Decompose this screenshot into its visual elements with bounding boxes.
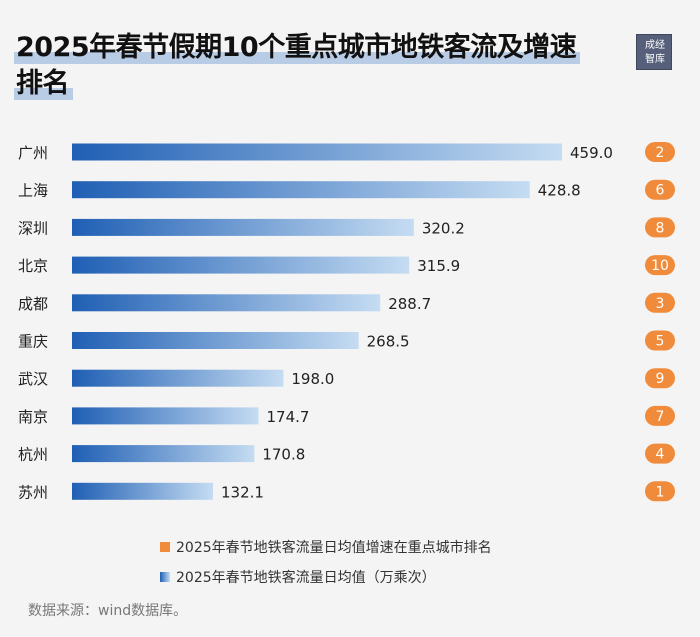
value-label: 459.0 (570, 144, 613, 162)
rank-badge (645, 405, 675, 426)
value-label: 320.2 (422, 219, 465, 237)
bar (72, 407, 259, 425)
value-label: 174.7 (266, 408, 309, 426)
rank-badge (645, 179, 675, 200)
rank-label: 1 (656, 484, 665, 500)
rank-label: 7 (656, 409, 665, 425)
rank-badge (645, 292, 675, 313)
rank-label: 2 (656, 145, 665, 161)
category-label: 深圳 (18, 219, 48, 237)
source-note: 数据来源：wind数据库。 (28, 603, 188, 619)
category-label: 上海 (18, 182, 48, 200)
bar (72, 256, 410, 274)
legend-rank-label: 2025年春节地铁客流量日均值增速在重点城市排名 (176, 540, 492, 556)
title-line-1: 2025年春节假期10个重点城市地铁客流及增速 (14, 30, 581, 66)
value-label: 132.1 (221, 483, 264, 501)
bar (72, 143, 562, 161)
rank-label: 10 (651, 258, 669, 274)
category-label: 苏州 (18, 483, 48, 501)
rank-label: 8 (656, 220, 665, 236)
logo-line-2: 智库 (645, 54, 665, 65)
rank-badge (645, 217, 675, 238)
value-label: 315.9 (417, 257, 460, 275)
bar (72, 294, 381, 312)
legend-rank: 2025年春节地铁客流量日均值增速在重点城市排名 (160, 537, 492, 557)
bar (72, 369, 284, 387)
bar (72, 482, 214, 500)
title-line-2: 排名 (14, 66, 73, 102)
legend-volume: 2025年春节地铁客流量日均值（万乘次） (160, 567, 436, 587)
value-label: 268.5 (367, 333, 410, 351)
rank-label: 4 (656, 447, 665, 463)
category-label: 杭州 (18, 446, 48, 464)
category-label: 北京 (18, 257, 48, 275)
value-label: 428.8 (538, 182, 581, 200)
category-label: 南京 (18, 408, 48, 426)
legend-rank-swatch (160, 542, 170, 552)
bar (72, 218, 414, 236)
value-label: 198.0 (291, 370, 334, 388)
legend-volume-label: 2025年春节地铁客流量日均值（万乘次） (176, 570, 436, 586)
rank-badge (645, 255, 675, 276)
value-label: 170.8 (262, 446, 305, 464)
rank-label: 3 (656, 296, 665, 312)
chart-title: 2025年春节假期10个重点城市地铁客流及增速 排名 (14, 30, 616, 102)
value-label: 288.7 (388, 295, 431, 313)
publisher-logo: 成经 智库 (636, 34, 672, 70)
rank-badge (645, 330, 675, 351)
rank-badge (645, 368, 675, 389)
category-label: 广州 (18, 144, 48, 162)
rank-badge (645, 142, 675, 162)
rank-badge (645, 481, 675, 502)
logo-line-1: 成经 (645, 40, 665, 51)
bar (72, 332, 359, 349)
category-label: 重庆 (18, 333, 48, 351)
legend-volume-swatch (160, 572, 170, 582)
rank-label: 9 (656, 371, 665, 387)
rank-badge (645, 443, 675, 464)
rank-label: 6 (656, 183, 665, 199)
category-label: 武汉 (18, 370, 48, 388)
bar (72, 445, 255, 463)
category-label: 成都 (18, 295, 48, 313)
rank-label: 5 (656, 334, 665, 350)
bar (72, 181, 530, 199)
